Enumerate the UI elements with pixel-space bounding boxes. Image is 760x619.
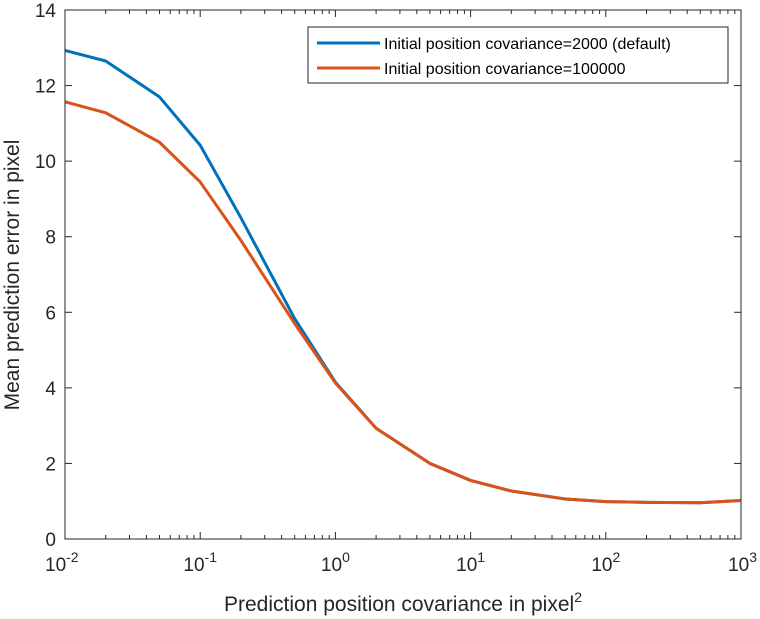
y-tick-label: 10 <box>35 152 56 173</box>
y-tick-label: 0 <box>45 530 56 551</box>
y-tick-labels: 0 2 4 6 8 10 12 14 <box>35 1 57 551</box>
x-tick-base: 10 <box>183 555 204 576</box>
x-tick-label: 10-1 <box>183 549 217 576</box>
legend-label-series-2: Initial position covariance=100000 <box>384 61 626 78</box>
x-tick-exponent: -1 <box>205 549 218 565</box>
legend: Initial position covariance=2000 (defaul… <box>307 26 729 84</box>
y-tick-label: 4 <box>45 379 56 400</box>
x-tick-label: 100 <box>321 549 350 576</box>
y-tick-label: 2 <box>45 454 56 475</box>
plot-area <box>65 10 741 539</box>
x-tick-label: 103 <box>728 549 757 576</box>
x-tick-base: 10 <box>591 555 612 576</box>
x-tick-base: 10 <box>45 555 66 576</box>
x-tick-base: 10 <box>728 555 749 576</box>
x-axis-label-text: Prediction position covariance in pixel <box>224 593 574 616</box>
y-axis-label: Mean prediction error in pixel <box>1 140 24 411</box>
plot-frame <box>64 9 742 540</box>
legend-box <box>307 26 729 84</box>
y-tick-label: 8 <box>45 228 56 249</box>
x-tick-base: 10 <box>321 555 342 576</box>
y-tick-label: 14 <box>35 1 57 22</box>
x-tick-labels: 10-2 10-1 100 101 102 103 <box>45 549 757 576</box>
y-tick-label: 6 <box>45 303 56 324</box>
y-tick-label: 12 <box>35 77 56 98</box>
x-tick-exponent: -2 <box>66 549 79 565</box>
x-tick-base: 10 <box>456 555 477 576</box>
x-tick-exponent: 3 <box>749 549 757 565</box>
x-tick-exponent: 1 <box>477 549 485 565</box>
x-axis-label: Prediction position covariance in pixel2 <box>224 589 582 616</box>
x-tick-exponent: 2 <box>612 549 620 565</box>
x-axis-label-superscript: 2 <box>574 589 582 605</box>
x-tick-exponent: 0 <box>342 549 350 565</box>
axis-ticks <box>64 9 742 540</box>
x-tick-label: 101 <box>456 549 485 576</box>
legend-label-series-1: Initial position covariance=2000 (defaul… <box>384 36 671 53</box>
series-line-2 <box>64 100 742 505</box>
x-tick-label: 10-2 <box>45 549 79 576</box>
series-lines <box>64 48 742 505</box>
x-tick-label: 102 <box>591 549 620 576</box>
